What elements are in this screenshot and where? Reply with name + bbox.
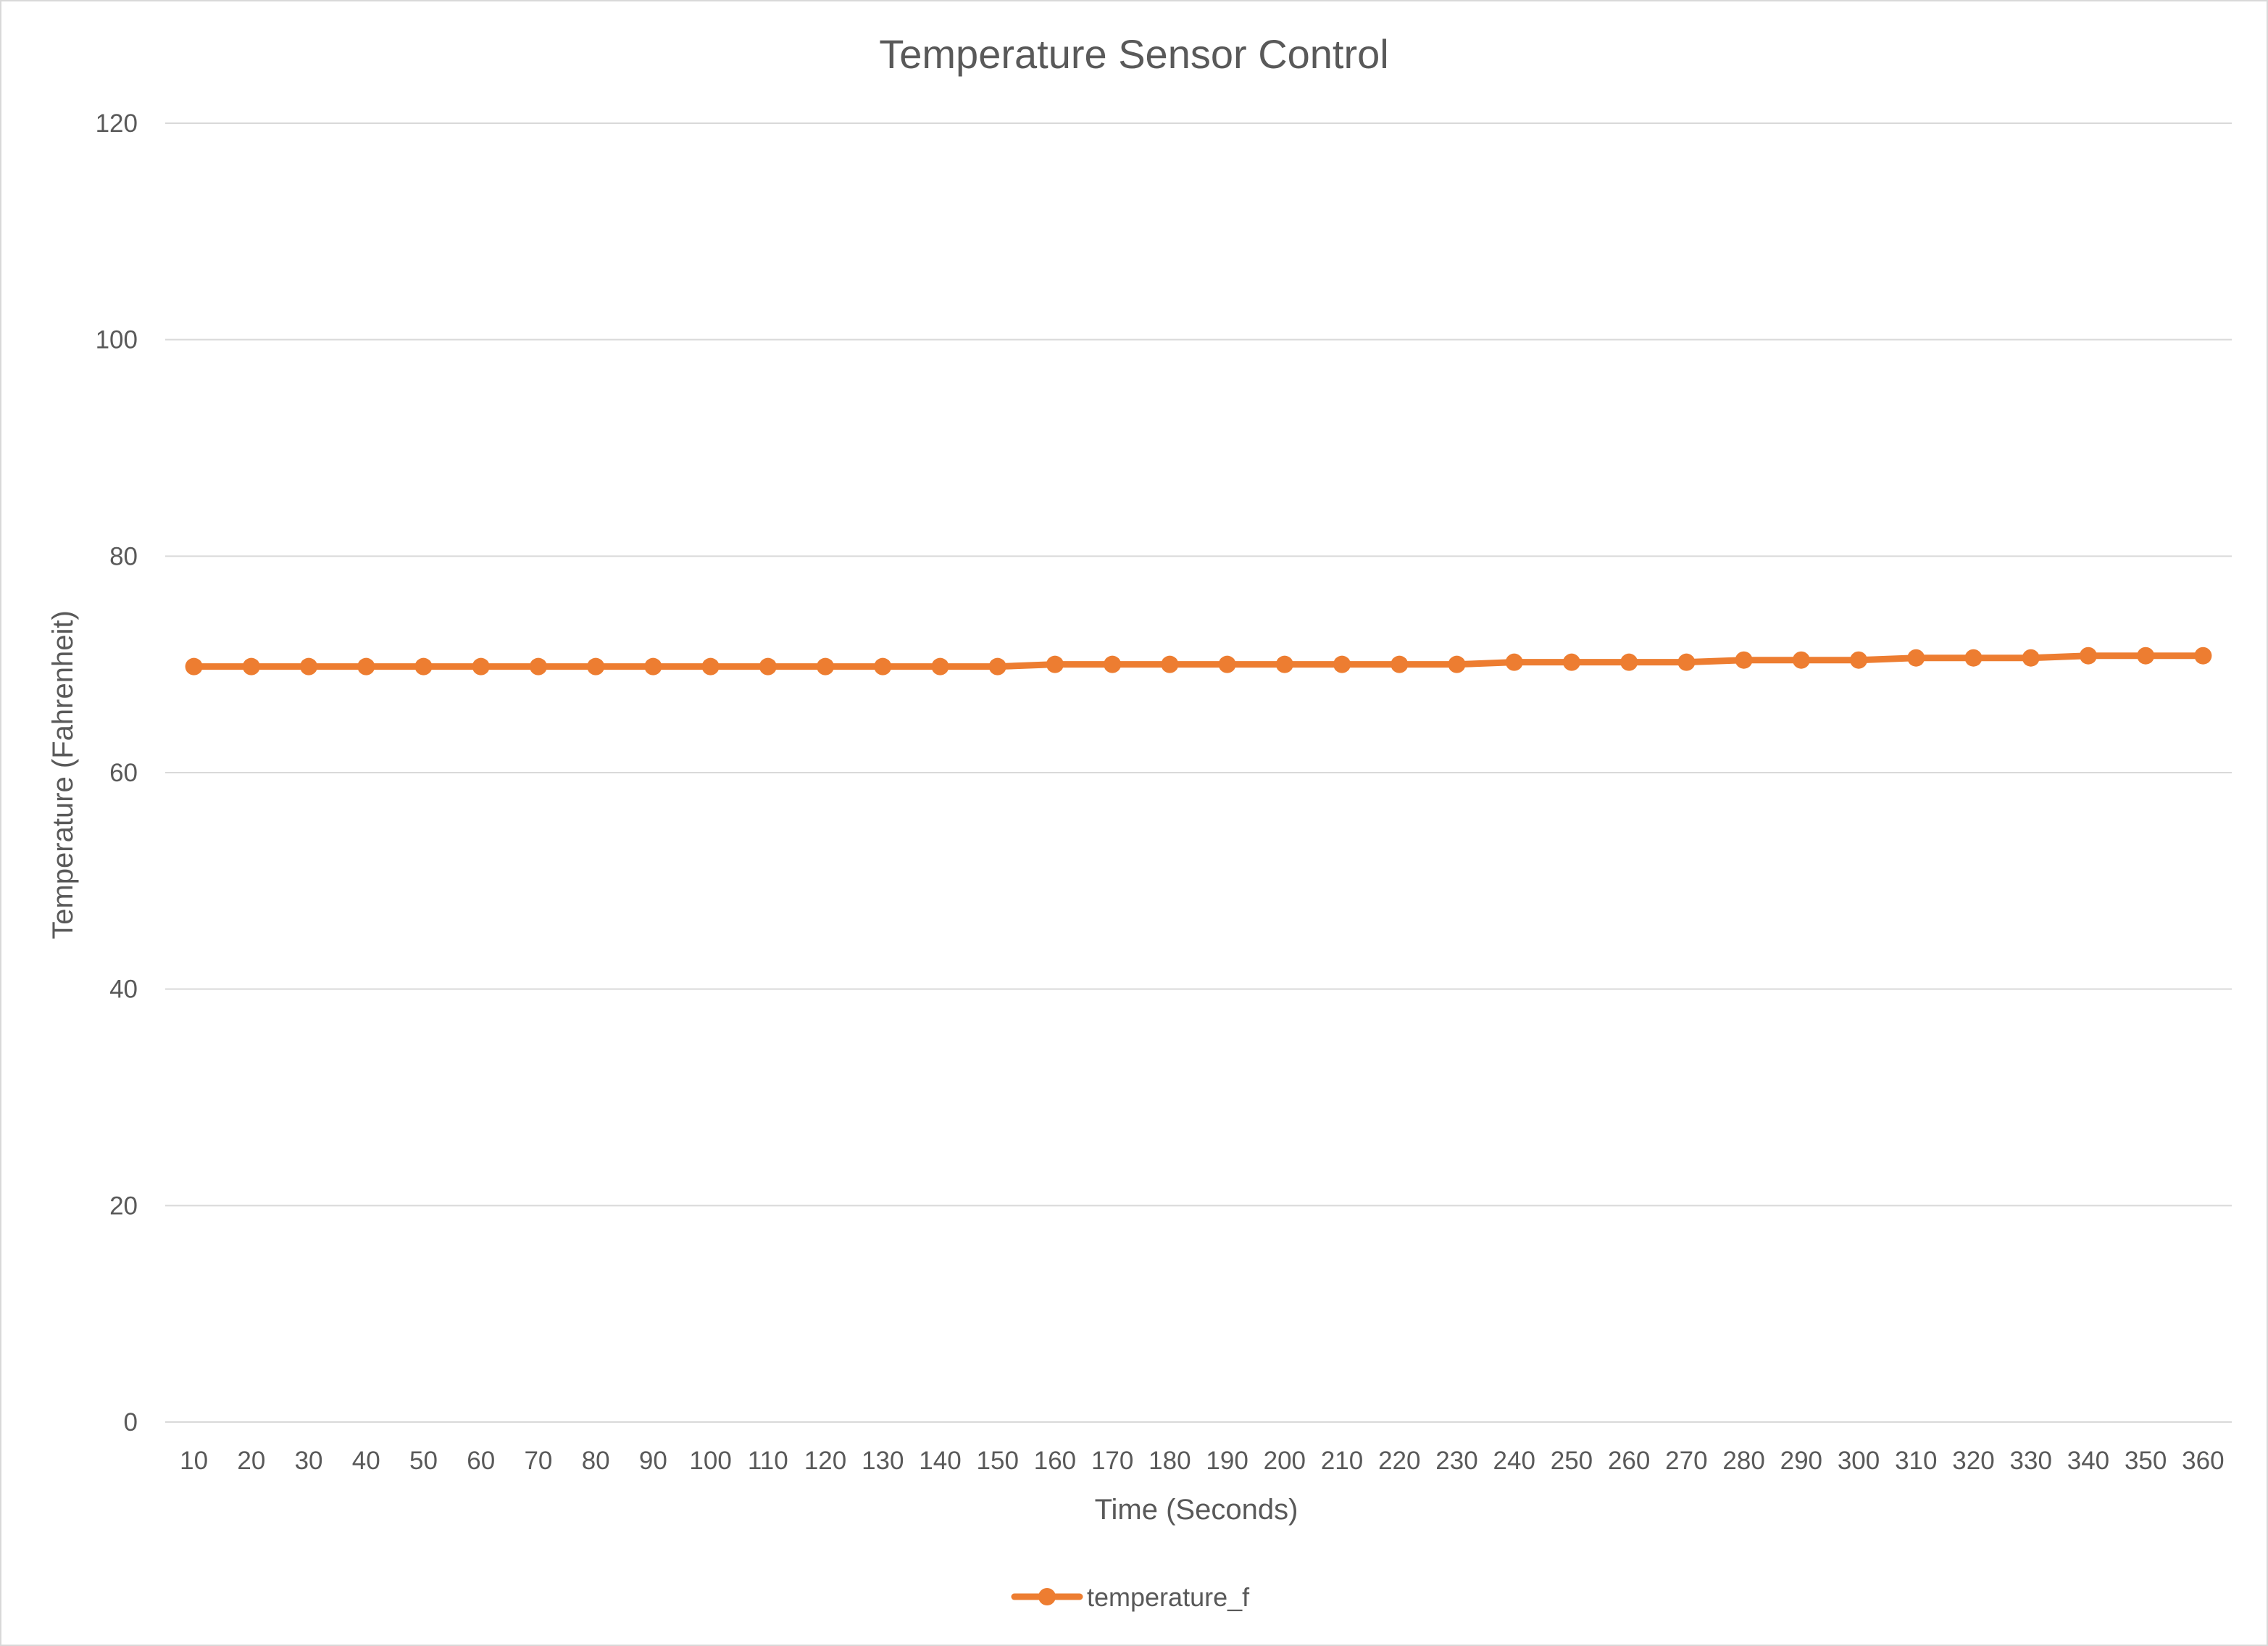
x-tick-label: 240 <box>1493 1447 1535 1475</box>
x-tick-label: 140 <box>919 1447 961 1475</box>
data-point[interactable] <box>357 657 375 676</box>
data-point[interactable] <box>759 657 777 676</box>
x-tick-label: 130 <box>862 1447 904 1475</box>
data-point[interactable] <box>1391 655 1409 673</box>
data-point[interactable] <box>529 657 547 676</box>
data-point[interactable] <box>1964 649 1983 667</box>
data-point[interactable] <box>587 657 605 676</box>
y-axis-ticks: 0 20 40 60 80 100 120 <box>96 109 138 1437</box>
y-axis-label: Temperature (Fahrenheit) <box>47 610 79 939</box>
x-tick-label: 150 <box>977 1447 1019 1475</box>
x-tick-label: 80 <box>582 1447 610 1475</box>
x-tick-label: 270 <box>1665 1447 1707 1475</box>
x-tick-label: 10 <box>180 1447 208 1475</box>
series-temperature-f <box>185 647 2212 676</box>
x-tick-label: 330 <box>2010 1447 2052 1475</box>
data-point[interactable] <box>988 657 1006 676</box>
x-tick-label: 160 <box>1034 1447 1076 1475</box>
x-tick-label: 70 <box>524 1447 552 1475</box>
y-tick-label: 120 <box>96 109 138 138</box>
data-point[interactable] <box>1677 653 1696 671</box>
data-point[interactable] <box>1792 651 1810 669</box>
data-point[interactable] <box>2079 647 2097 665</box>
x-tick-label: 180 <box>1148 1447 1191 1475</box>
x-tick-label: 200 <box>1264 1447 1306 1475</box>
x-tick-label: 60 <box>467 1447 495 1475</box>
y-tick-label: 0 <box>124 1408 138 1437</box>
x-tick-label: 90 <box>639 1447 667 1475</box>
x-tick-label: 100 <box>689 1447 731 1475</box>
data-point[interactable] <box>1620 653 1638 671</box>
x-tick-label: 30 <box>295 1447 323 1475</box>
data-point[interactable] <box>414 657 433 676</box>
legend-point-marker <box>1038 1588 1056 1605</box>
data-point[interactable] <box>2137 647 2155 665</box>
data-point[interactable] <box>300 657 318 676</box>
x-tick-label: 40 <box>352 1447 380 1475</box>
data-point[interactable] <box>1448 655 1466 673</box>
series-line <box>191 652 2206 670</box>
y-tick-label: 20 <box>109 1192 138 1220</box>
data-point[interactable] <box>1046 655 1064 673</box>
data-point[interactable] <box>242 657 260 676</box>
data-point[interactable] <box>1275 655 1293 673</box>
x-tick-label: 310 <box>1895 1447 1937 1475</box>
x-tick-label: 280 <box>1722 1447 1764 1475</box>
y-tick-label: 40 <box>109 976 138 1004</box>
x-tick-label: 300 <box>1838 1447 1880 1475</box>
data-point[interactable] <box>817 657 835 676</box>
legend-entry-temperature-f: temperature_f <box>1087 1582 1250 1612</box>
y-tick-label: 80 <box>109 542 138 570</box>
x-tick-label: 360 <box>2182 1447 2224 1475</box>
x-tick-label: 230 <box>1435 1447 1477 1475</box>
x-tick-label: 320 <box>1952 1447 1994 1475</box>
y-tick-label: 100 <box>96 326 138 354</box>
x-axis-label: Time (Seconds) <box>1095 1494 1298 1526</box>
data-point[interactable] <box>472 657 490 676</box>
x-tick-label: 50 <box>409 1447 438 1475</box>
x-tick-label: 220 <box>1378 1447 1420 1475</box>
x-tick-label: 250 <box>1551 1447 1593 1475</box>
data-point[interactable] <box>1218 655 1236 673</box>
data-point[interactable] <box>1850 651 1868 669</box>
x-tick-label: 260 <box>1608 1447 1650 1475</box>
data-point[interactable] <box>1104 655 1122 673</box>
data-point[interactable] <box>1333 655 1351 673</box>
x-tick-label: 340 <box>2067 1447 2109 1475</box>
x-tick-label: 190 <box>1206 1447 1248 1475</box>
x-tick-label: 110 <box>748 1447 788 1475</box>
x-tick-label: 350 <box>2125 1447 2167 1475</box>
data-point[interactable] <box>931 657 949 676</box>
data-point[interactable] <box>874 657 892 676</box>
data-point[interactable] <box>1505 653 1523 671</box>
x-tick-label: 210 <box>1321 1447 1363 1475</box>
data-point[interactable] <box>185 657 203 676</box>
data-point[interactable] <box>1735 651 1753 669</box>
chart-title: Temperature Sensor Control <box>879 31 1388 77</box>
data-point[interactable] <box>1161 655 1179 673</box>
x-tick-label: 170 <box>1091 1447 1133 1475</box>
x-tick-label: 290 <box>1780 1447 1822 1475</box>
data-point[interactable] <box>1907 649 1925 667</box>
gridlines <box>165 122 2232 1423</box>
data-point[interactable] <box>2194 647 2212 665</box>
x-axis-ticks: 10 20 30 40 50 60 70 80 90 100 110 120 130 140 150 160 1… <box>180 1447 2224 1475</box>
legend[interactable]: temperature_f <box>1011 1582 1250 1612</box>
data-point[interactable] <box>644 657 662 676</box>
x-tick-label: 120 <box>804 1447 846 1475</box>
data-point[interactable] <box>701 657 720 676</box>
x-tick-label: 20 <box>237 1447 265 1475</box>
y-tick-label: 60 <box>109 759 138 787</box>
data-point[interactable] <box>1562 653 1580 671</box>
data-point[interactable] <box>2022 649 2040 667</box>
